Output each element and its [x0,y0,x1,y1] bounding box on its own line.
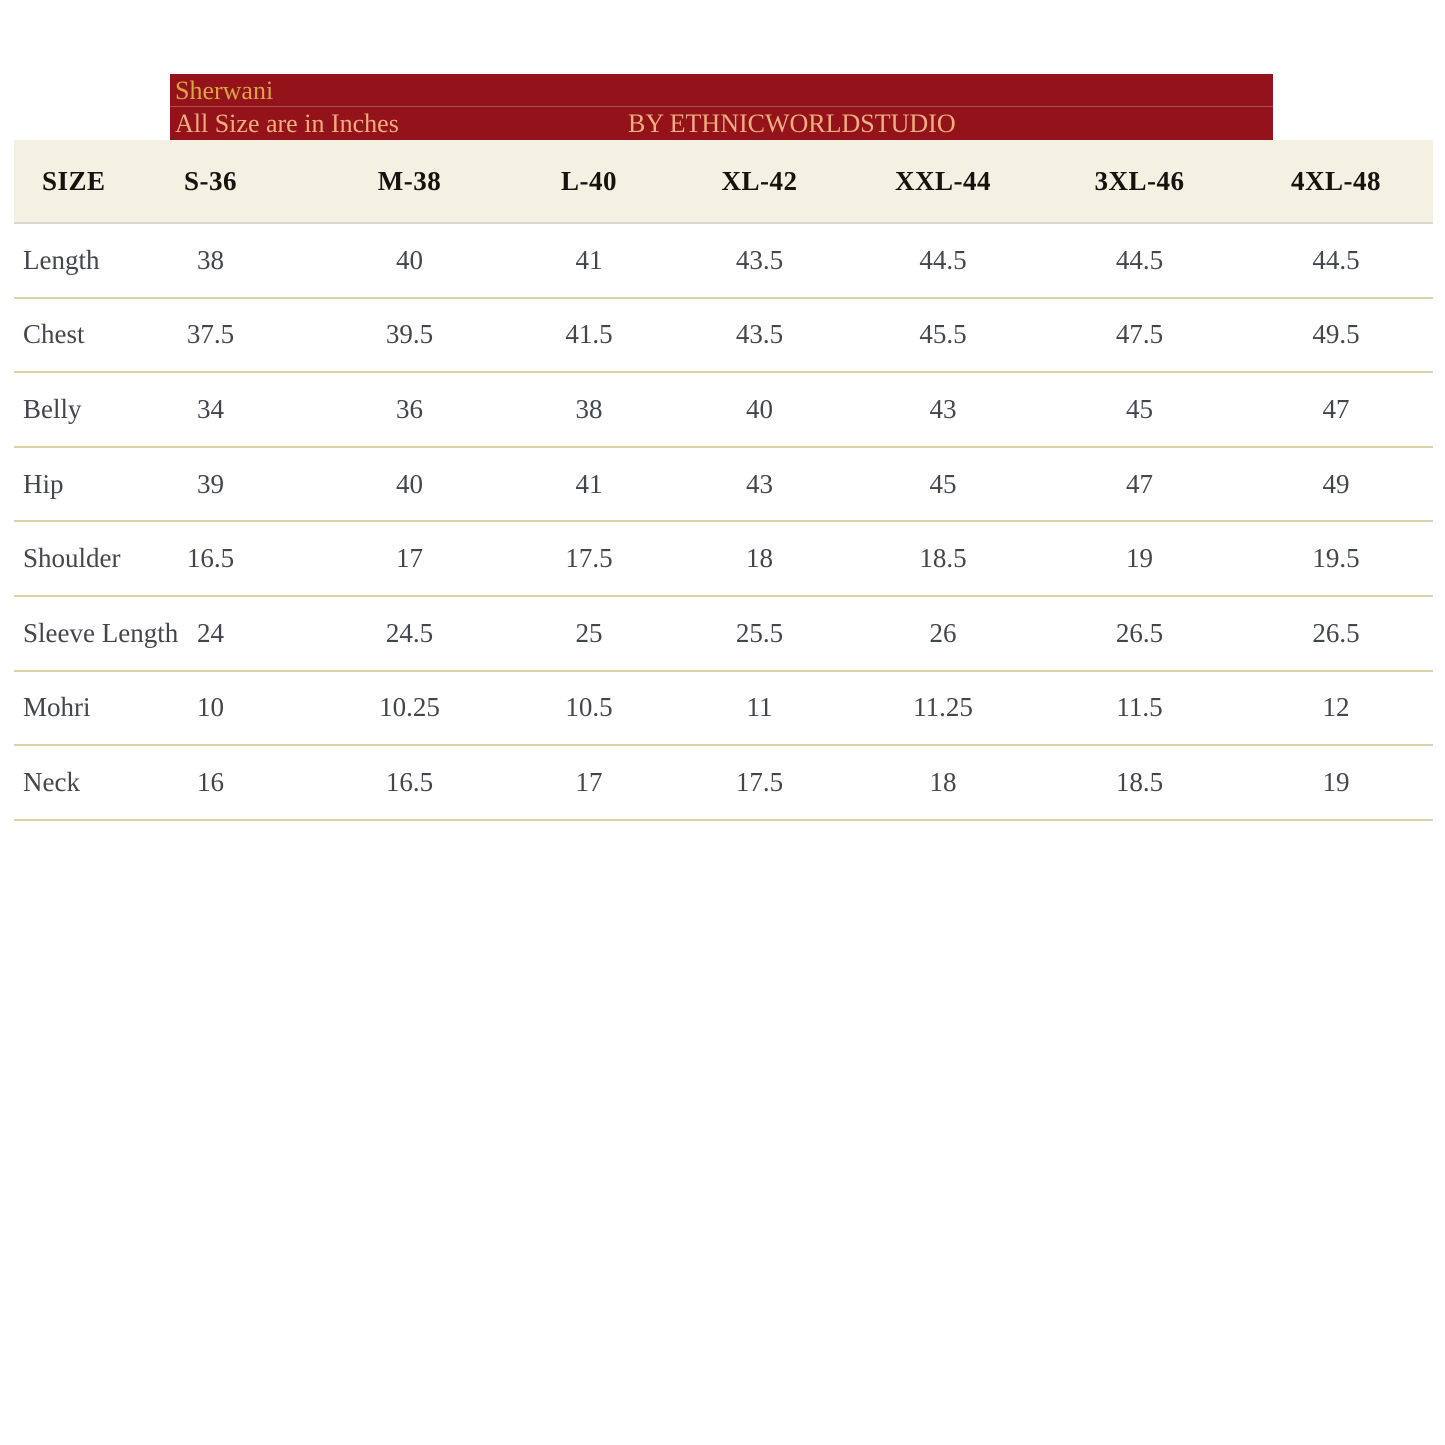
table-body: Length 38 40 41 43.5 44.5 44.5 44.5 Chest 37.5 39.… [14,223,1433,821]
measurement-cell: 17.5 [505,521,673,597]
measurement-cell: 43.5 [673,223,846,299]
col-header-m-38: M-38 [314,140,505,224]
measurement-cell: 25 [505,595,673,672]
measurement-cell: 43.5 [673,297,846,374]
measurement-cell: 49.5 [1239,297,1433,374]
measurement-cell: 41.5 [505,297,673,374]
measurement-cell: 10 [107,670,314,747]
measurement-cell: 24 [107,595,314,672]
col-header-xxl-44: XXL-44 [846,140,1040,224]
measurement-cell: 19 [1040,521,1239,597]
measurement-cell: 18.5 [1040,745,1239,821]
table-row: Length 38 40 41 43.5 44.5 44.5 44.5 [14,223,1433,299]
col-header-s-36: S-36 [107,140,314,224]
row-label: Mohri [14,670,107,747]
measurement-cell: 44.5 [846,223,1040,299]
measurement-cell: 19 [1239,745,1433,821]
measurement-cell: 39 [107,446,314,523]
measurement-cell: 34 [107,372,314,448]
measurement-cell: 26.5 [1239,595,1433,672]
measurement-cell: 16 [107,745,314,821]
measurement-cell: 11.25 [846,670,1040,747]
banner-subtitle: All Size are in Inches [175,109,399,138]
header-row: SIZE S-36 M-38 L-40 XL-42 XXL-44 3XL-46 4XL-48 [14,140,1433,224]
measurement-cell: 41 [505,223,673,299]
banner-title: Sherwani [170,74,1273,107]
measurement-cell: 47 [1239,372,1433,448]
measurement-cell: 44.5 [1239,223,1433,299]
table-row: Belly 34 36 38 40 43 45 47 [14,372,1433,448]
measurement-cell: 36 [314,372,505,448]
measurement-cell: 11.5 [1040,670,1239,747]
col-header-4xl-48: 4XL-48 [1239,140,1433,224]
row-label: Belly [14,372,107,448]
measurement-cell: 47 [1040,446,1239,523]
measurement-cell: 45 [1040,372,1239,448]
col-header-xl-42: XL-42 [673,140,846,224]
measurement-cell: 43 [846,372,1040,448]
row-label: Shoulder [14,521,121,597]
measurement-cell: 39.5 [314,297,505,374]
measurement-cell: 17 [505,745,673,821]
measurement-cell: 40 [314,223,505,299]
measurement-cell: 10.5 [505,670,673,747]
measurement-cell: 44.5 [1040,223,1239,299]
measurement-cell: 38 [505,372,673,448]
measurement-cell: 25.5 [673,595,846,672]
banner-subtitle-row: All Size are in Inches BY ETHNICWORLDSTU… [170,107,1273,140]
banner: Sherwani All Size are in Inches BY ETHNI… [170,74,1273,140]
measurement-cell: 45.5 [846,297,1040,374]
measurement-cell: 16.5 [314,745,505,821]
row-label: Neck [14,745,107,821]
measurement-cell: 38 [107,223,314,299]
table-row: Sleeve Length 24 24.5 25 25.5 26 26.5 26.5 [14,595,1433,672]
size-chart-table: SIZE S-36 M-38 L-40 XL-42 XXL-44 3XL-46 4XL-48 … [14,140,1433,821]
measurement-cell: 24.5 [314,595,505,672]
measurement-cell: 26 [846,595,1040,672]
measurement-cell: 40 [673,372,846,448]
col-header-size: SIZE [14,140,107,224]
col-header-l-40: L-40 [505,140,673,224]
row-label: Length [14,223,107,299]
measurement-cell: 26.5 [1040,595,1239,672]
measurement-cell: 16.5 [107,521,314,597]
measurement-cell: 19.5 [1239,521,1433,597]
row-label: Hip [14,446,107,523]
table-row: Mohri 10 10.25 10.5 11 11.25 11.5 12 [14,670,1433,747]
measurement-cell: 43 [673,446,846,523]
measurement-cell: 37.5 [107,297,314,374]
measurement-cell: 41 [505,446,673,523]
measurement-cell: 10.25 [314,670,505,747]
measurement-cell: 17.5 [673,745,846,821]
measurement-cell: 47.5 [1040,297,1239,374]
measurement-cell: 12 [1239,670,1433,747]
col-header-3xl-46: 3XL-46 [1040,140,1239,224]
measurement-cell: 18 [846,745,1040,821]
row-label: Chest [14,297,107,374]
measurement-cell: 45 [846,446,1040,523]
table-row: Neck 16 16.5 17 17.5 18 18.5 19 [14,745,1433,821]
table-row: Chest 37.5 39.5 41.5 43.5 45.5 47.5 49.5 [14,297,1433,374]
measurement-cell: 18.5 [846,521,1040,597]
row-label: Sleeve Length [14,595,178,672]
measurement-cell: 11 [673,670,846,747]
table-row: Shoulder 16.5 17 17.5 18 18.5 19 19.5 [14,521,1433,597]
table-row: Hip 39 40 41 43 45 47 49 [14,446,1433,523]
measurement-cell: 17 [314,521,505,597]
measurement-cell: 40 [314,446,505,523]
measurement-cell: 18 [673,521,846,597]
measurement-cell: 49 [1239,446,1433,523]
banner-byline: BY ETHNICWORLDSTUDIO [628,109,956,138]
